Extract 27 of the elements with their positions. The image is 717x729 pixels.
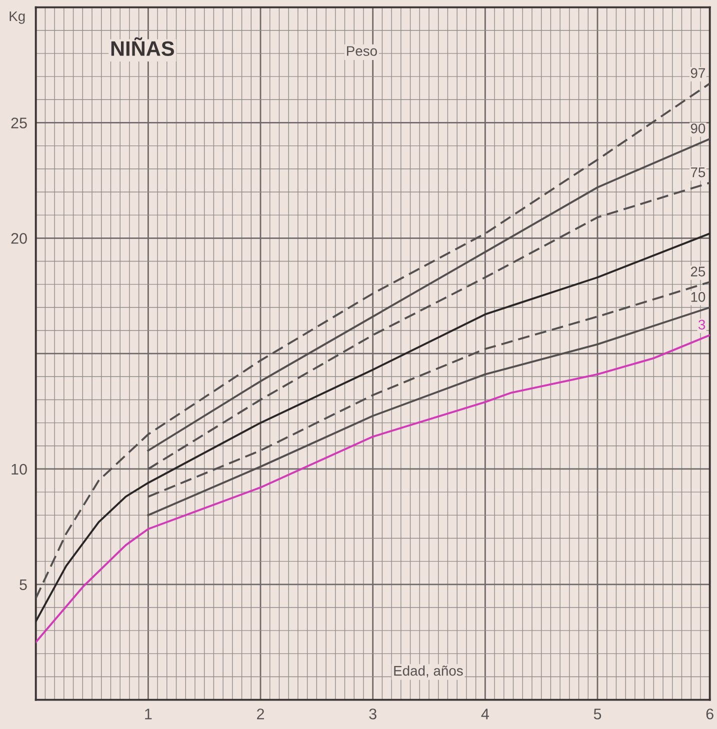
text: NIÑAS [111, 37, 174, 56]
text: Peso [347, 46, 377, 56]
y-tick-label: 10 [12, 464, 27, 475]
y-tick-label: 25 [11, 118, 27, 128]
x-tick-label: 6 [706, 708, 714, 720]
y-tick-label: 20 [11, 233, 27, 244]
x-axis-title: Edad, años [394, 666, 463, 678]
series-label: 25 [690, 266, 706, 276]
y-tick-label: 5 [20, 579, 27, 590]
x-tick-label: 4 [481, 708, 489, 720]
y-axis-title: Kg [10, 11, 25, 24]
line-series [147, 138, 710, 452]
line-series [36, 334, 710, 644]
line-series [36, 232, 710, 622]
x-tick-label: 2 [257, 708, 264, 720]
series-label: 97 [690, 68, 705, 78]
x-tick-label: 3 [369, 708, 376, 720]
series-label: 90 [690, 124, 706, 134]
series-label: 3 [698, 320, 706, 330]
line-series [36, 82, 710, 600]
line-series [147, 281, 710, 498]
line-series [147, 306, 710, 516]
series-label: 75 [690, 168, 706, 178]
series-label: 10 [691, 292, 706, 302]
line-series [147, 182, 710, 470]
x-tick-label: 5 [594, 708, 602, 720]
x-tick-label: 1 [145, 708, 152, 720]
